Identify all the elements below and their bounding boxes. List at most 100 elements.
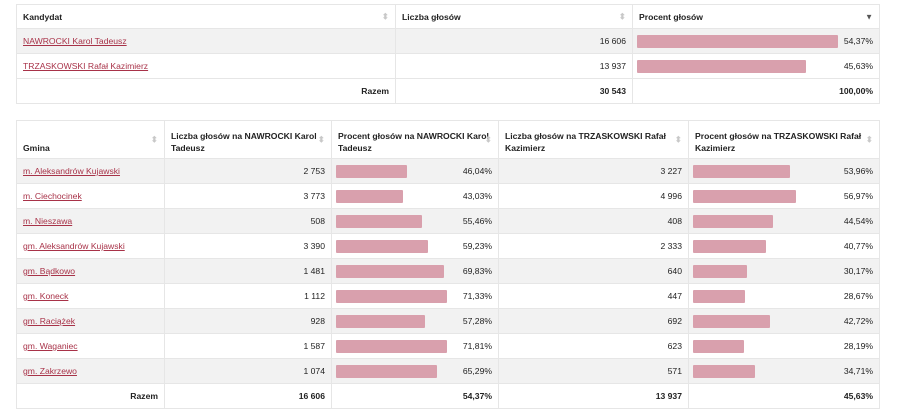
votes-nawrocki-cell: 1 587 (164, 333, 332, 359)
percent-bar (336, 265, 444, 278)
votes-trzaskowski-cell: 408 (498, 208, 689, 234)
header-pct-trzaskowski[interactable]: Procent głosów na TRZASKOWSKI Rafał Kazi… (688, 120, 880, 159)
pct-nawrocki-cell: 71,33% (331, 283, 499, 309)
percent-value: 44,54% (843, 216, 873, 226)
table-row: gm. Zakrzewo 1 074 65,29% 571 34,71% (16, 358, 880, 384)
header-votes-nawrocki[interactable]: Liczba głosów na NAWROCKI Karol Tadeusz ⬍ (164, 120, 332, 159)
header-gmina[interactable]: Gmina ⬍ (16, 120, 165, 159)
votes-trzaskowski-cell: 692 (498, 308, 689, 334)
gmina-link[interactable]: m. Aleksandrów Kujawski (23, 166, 120, 176)
pct-trzaskowski-cell: 30,17% (688, 258, 880, 284)
pct-trzaskowski-cell: 28,19% (688, 333, 880, 359)
sort-icon[interactable]: ⬍ (484, 134, 492, 144)
percent-bar (693, 315, 770, 328)
percent-bar (336, 240, 428, 253)
pct-trzaskowski-cell: 28,67% (688, 283, 880, 309)
gmina-link[interactable]: gm. Raciążek (23, 316, 76, 326)
header-liczba-glosow[interactable]: Liczba głosów ⬍ (395, 4, 633, 29)
votes-trzaskowski-cell: 4 996 (498, 183, 689, 209)
candidate-link[interactable]: TRZASKOWSKI Rafał Kazimierz (23, 61, 149, 71)
gmina-cell: gm. Bądkowo (16, 258, 165, 284)
sort-icon[interactable]: ⬍ (150, 134, 158, 144)
header-pct-nawrocki[interactable]: Procent głosów na NAWROCKI Karol Tadeusz… (331, 120, 499, 159)
percent-bar (693, 365, 755, 378)
gmina-link[interactable]: m. Nieszawa (23, 216, 73, 226)
candidate-cell: NAWROCKI Karol Tadeusz (16, 28, 396, 54)
gmina-cell: m. Nieszawa (16, 208, 165, 234)
sort-icon[interactable]: ⬍ (317, 134, 325, 144)
percent-value: 34,71% (843, 366, 873, 376)
header-votes-trzaskowski[interactable]: Liczba głosów na TRZASKOWSKI Rafał Kazim… (498, 120, 689, 159)
votes-nawrocki-cell: 1 074 (164, 358, 332, 384)
percent-value: 71,81% (462, 341, 492, 351)
gmina-cell: m. Ciechocinek (16, 183, 165, 209)
percent-value: 65,29% (462, 366, 492, 376)
sort-icon[interactable]: ⬍ (618, 11, 626, 21)
percent-value: 40,77% (843, 241, 873, 251)
percent-cell: 54,37% (632, 28, 880, 54)
total-pct-trzaskowski: 45,63% (843, 391, 873, 401)
percent-value: 71,33% (462, 291, 492, 301)
votes-cell: 16 606 (395, 28, 633, 54)
percent-value: 28,19% (843, 341, 873, 351)
percent-bar (693, 190, 796, 203)
pct-trzaskowski-cell: 42,72% (688, 308, 880, 334)
votes-nawrocki-cell: 1 112 (164, 283, 332, 309)
percent-value: 55,46% (462, 216, 492, 226)
sort-desc-icon[interactable]: ▼ (865, 12, 873, 21)
total-label: Razem (16, 78, 396, 104)
votes-trzaskowski-cell: 2 333 (498, 233, 689, 259)
gmina-link[interactable]: gm. Bądkowo (23, 266, 76, 276)
votes-nawrocki-cell: 928 (164, 308, 332, 334)
votes-nawrocki-cell: 3 773 (164, 183, 332, 209)
gmina-link[interactable]: gm. Zakrzewo (23, 366, 77, 376)
votes-cell: 13 937 (395, 53, 633, 79)
gmina-link[interactable]: gm. Aleksandrów Kujawski (23, 241, 125, 251)
gmina-link[interactable]: gm. Waganiec (23, 341, 78, 351)
gmina-cell: gm. Aleksandrów Kujawski (16, 233, 165, 259)
percent-bar (336, 340, 447, 353)
percent-bar (693, 165, 790, 178)
votes-trzaskowski-cell: 640 (498, 258, 689, 284)
pct-trzaskowski-cell: 56,97% (688, 183, 880, 209)
percent-bar (693, 215, 773, 228)
total-votes: 30 543 (395, 78, 633, 104)
pct-nawrocki-cell: 55,46% (331, 208, 499, 234)
table-row: gm. Raciążek 928 57,28% 692 42,72% (16, 308, 880, 334)
percent-bar (336, 365, 437, 378)
table-row: m. Ciechocinek 3 773 43,03% 4 996 56,97% (16, 183, 880, 209)
percent-bar (336, 215, 422, 228)
total-row: Razem 16 606 54,37% 13 937 45,63% (16, 383, 880, 409)
percent-value: 69,83% (462, 266, 492, 276)
percent-bar (637, 35, 838, 48)
header-kandydat[interactable]: Kandydat ⬍ (16, 4, 396, 29)
candidate-link[interactable]: NAWROCKI Karol Tadeusz (23, 36, 127, 46)
percent-value: 54,37% (843, 36, 873, 46)
sort-icon[interactable]: ⬍ (381, 11, 389, 21)
gmina-link[interactable]: gm. Koneck (23, 291, 69, 301)
percent-bar (336, 165, 407, 178)
percent-bar (693, 290, 745, 303)
sort-icon[interactable]: ⬍ (865, 134, 873, 144)
pct-nawrocki-cell: 46,04% (331, 158, 499, 184)
gmina-cell: gm. Koneck (16, 283, 165, 309)
percent-bar (336, 290, 447, 303)
total-votes-nawrocki: 16 606 (164, 383, 332, 409)
votes-trzaskowski-cell: 3 227 (498, 158, 689, 184)
table-row: m. Aleksandrów Kujawski 2 753 46,04% 3 227 5… (16, 158, 880, 184)
gmina-cell: gm. Zakrzewo (16, 358, 165, 384)
percent-bar (693, 340, 744, 353)
gmina-link[interactable]: m. Ciechocinek (23, 191, 82, 201)
gmina-cell: m. Aleksandrów Kujawski (16, 158, 165, 184)
pct-trzaskowski-cell: 44,54% (688, 208, 880, 234)
votes-nawrocki-cell: 3 390 (164, 233, 332, 259)
total-pct-nawrocki: 54,37% (331, 383, 499, 409)
pct-nawrocki-cell: 71,81% (331, 333, 499, 359)
pct-trzaskowski-cell: 53,96% (688, 158, 880, 184)
header-procent-glosow[interactable]: Procent głosów ▼ (632, 4, 880, 29)
votes-nawrocki-cell: 508 (164, 208, 332, 234)
candidate-cell: TRZASKOWSKI Rafał Kazimierz (16, 53, 396, 79)
sort-icon[interactable]: ⬍ (674, 134, 682, 144)
percent-value: 59,23% (462, 241, 492, 251)
percent-bar (693, 265, 747, 278)
